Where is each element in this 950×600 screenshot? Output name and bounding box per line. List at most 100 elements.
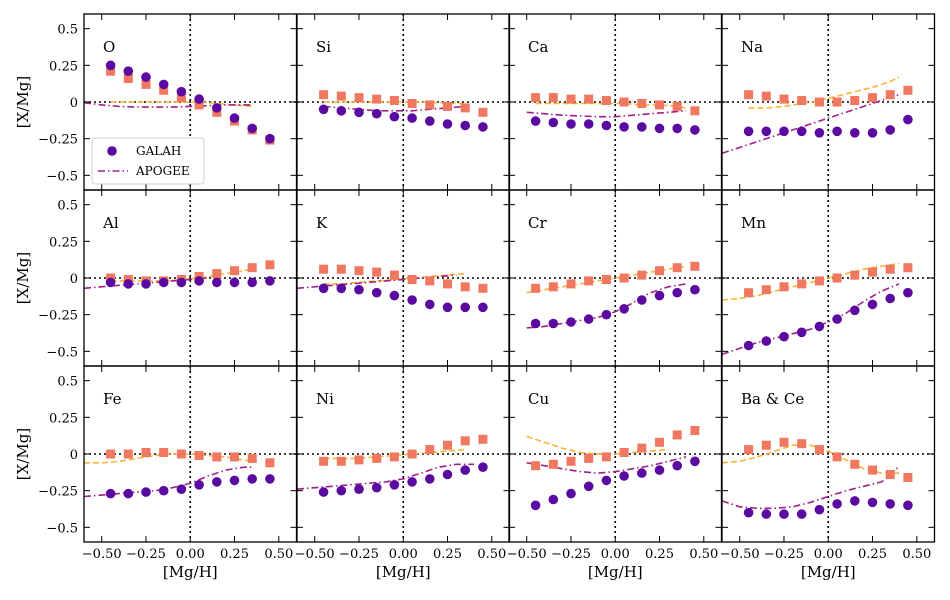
square-point — [354, 93, 364, 103]
square-point — [619, 273, 629, 283]
square-point — [478, 107, 488, 117]
galah-point — [814, 504, 825, 515]
square-point — [176, 449, 186, 459]
x-axis-label: [Mg/H] — [801, 563, 856, 581]
galah-point — [743, 126, 754, 137]
galah-point — [158, 277, 169, 288]
square-point — [655, 100, 664, 110]
square-point — [389, 96, 399, 105]
galah-point — [407, 477, 417, 487]
square-point — [389, 270, 399, 280]
square-point — [443, 101, 452, 111]
galah-point — [530, 500, 541, 511]
galah-point — [796, 126, 807, 137]
galah-point — [654, 465, 665, 475]
square-point — [443, 440, 452, 450]
galah-point — [743, 507, 754, 518]
square-point — [885, 90, 895, 100]
y-tick-label: −0.5 — [46, 345, 78, 360]
square-point — [389, 452, 399, 462]
galah-point — [637, 295, 647, 305]
square-point — [247, 453, 257, 463]
panel-label: Mn — [741, 214, 766, 232]
square-point — [230, 452, 239, 462]
yellow-dashed-line — [748, 76, 900, 109]
square-point — [566, 279, 576, 289]
square-point — [619, 448, 629, 457]
legend-galah-marker — [107, 146, 117, 156]
square-point — [265, 260, 275, 270]
legend-box — [91, 137, 205, 185]
x-tick-label: 0.50 — [264, 547, 293, 562]
galah-point — [619, 471, 629, 481]
galah-point — [867, 299, 878, 310]
square-point — [106, 66, 116, 76]
galah-point — [832, 499, 842, 509]
x-tick-label: 0.25 — [220, 547, 249, 562]
galah-point — [176, 86, 187, 97]
square-point — [779, 94, 789, 104]
square-point — [885, 264, 895, 274]
galah-point — [460, 302, 471, 313]
square-point — [194, 451, 204, 460]
y-tick-label: −0.5 — [46, 521, 78, 536]
square-point — [531, 283, 541, 293]
square-point — [584, 276, 594, 286]
galah-point — [425, 299, 435, 310]
square-point — [672, 263, 682, 273]
square-point — [779, 282, 789, 292]
square-point — [885, 470, 895, 479]
square-point — [106, 449, 116, 459]
galah-point — [141, 279, 151, 289]
square-point — [372, 267, 382, 277]
square-point — [372, 453, 382, 463]
galah-point — [371, 108, 382, 119]
x-tick-label: −0.50 — [720, 547, 760, 562]
x-tick-label: 0.50 — [477, 547, 506, 562]
galah-point — [761, 336, 772, 346]
square-point — [814, 276, 824, 286]
galah-point — [105, 277, 116, 288]
galah-point — [105, 488, 116, 499]
galah-point — [176, 484, 187, 495]
galah-point — [850, 305, 860, 316]
x-tick-label: −0.25 — [551, 547, 591, 562]
apogee-line — [721, 93, 900, 155]
x-tick-label: −0.25 — [339, 547, 379, 562]
galah-point — [354, 107, 364, 118]
square-point — [460, 103, 470, 113]
x-tick-label: −0.50 — [295, 547, 335, 562]
panel-label: Ba & Ce — [741, 390, 804, 408]
galah-point — [123, 66, 134, 76]
square-point — [478, 434, 488, 444]
square-point — [141, 79, 151, 89]
square-point — [336, 456, 346, 466]
square-point — [814, 445, 824, 455]
square-point — [425, 100, 435, 110]
x-axis-label: [Mg/H] — [588, 563, 643, 581]
square-point — [779, 437, 789, 447]
apogee-line — [323, 105, 466, 112]
galah-point — [229, 113, 240, 123]
x-tick-label: −0.50 — [82, 547, 122, 562]
square-point — [372, 94, 382, 104]
galah-point — [336, 283, 347, 294]
galah-point — [885, 499, 895, 509]
square-point — [566, 94, 576, 104]
galah-point — [425, 474, 435, 484]
galah-point — [867, 497, 878, 508]
galah-point — [371, 287, 382, 298]
galah-point — [761, 509, 772, 519]
y-tick-label: 0.5 — [57, 375, 78, 390]
square-point — [672, 430, 682, 440]
square-point — [194, 100, 204, 110]
square-point — [159, 448, 169, 457]
galah-point — [442, 302, 453, 313]
yellow-dashed-line — [110, 101, 253, 108]
legend-galah-label: GALAH — [136, 144, 181, 158]
x-tick-label: 0.25 — [645, 547, 674, 562]
galah-point — [194, 94, 204, 104]
galah-point — [903, 500, 913, 511]
galah-point — [407, 113, 417, 123]
galah-point — [530, 116, 541, 126]
